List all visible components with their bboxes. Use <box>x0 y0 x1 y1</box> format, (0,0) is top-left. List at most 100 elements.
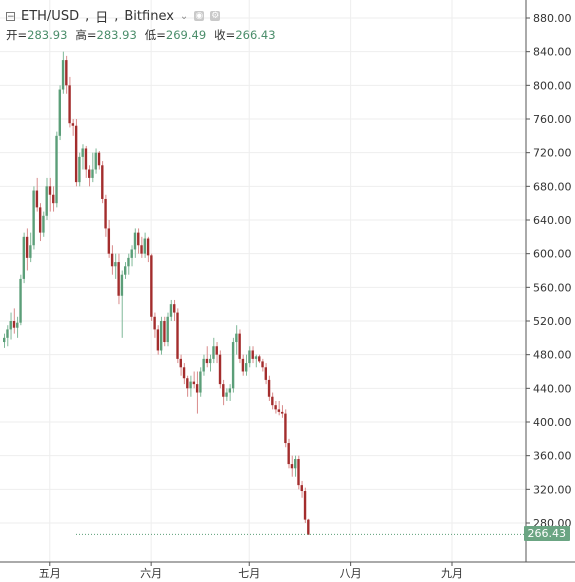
candle-body <box>101 165 104 199</box>
candle-body <box>65 60 68 86</box>
settings-icon[interactable]: ⚙ <box>210 11 221 21</box>
candle-body <box>6 329 9 338</box>
price-tick-label: 680.00 <box>533 180 572 193</box>
close-value: 266.43 <box>235 28 276 42</box>
candle-body <box>9 321 12 330</box>
close-label: 收= <box>214 28 236 42</box>
high-label: 高= <box>75 28 97 42</box>
price-tick-label: 440.00 <box>533 382 572 395</box>
hide-icon[interactable]: ◉ <box>194 11 205 21</box>
candle-body <box>209 358 212 364</box>
candle-body <box>225 392 228 397</box>
candle-body <box>48 186 52 195</box>
candle-body <box>127 257 130 267</box>
candle-body <box>192 381 196 385</box>
exchange-label[interactable]: Bitfinex <box>124 8 174 24</box>
candle-body <box>173 304 176 313</box>
candle-body <box>303 491 307 520</box>
candle-body <box>248 350 251 364</box>
candle-body <box>123 266 127 275</box>
candle-body <box>176 312 179 359</box>
candle-body <box>68 85 71 124</box>
price-tick-label: 520.00 <box>533 315 572 328</box>
candle-body <box>38 207 42 233</box>
price-tick-label: 400.00 <box>533 416 572 429</box>
price-tick-label: 880.00 <box>533 12 572 25</box>
candle-body <box>137 232 140 246</box>
candle-body <box>222 384 225 397</box>
candle-body <box>238 333 241 359</box>
candle-body <box>235 333 238 343</box>
candle-body <box>143 238 147 254</box>
price-tick-label: 640.00 <box>533 214 572 227</box>
candle-body <box>25 236 29 258</box>
candle-body <box>22 236 26 279</box>
price-tick-label: 800.00 <box>533 79 572 92</box>
candle-body <box>110 253 114 267</box>
price-tick-label: 560.00 <box>533 281 572 294</box>
candle-body <box>133 232 137 250</box>
candle-body <box>179 358 182 368</box>
price-tick-label: 600.00 <box>533 248 572 261</box>
candle-body <box>146 238 150 256</box>
candle-body <box>74 125 78 183</box>
candle-body <box>16 322 19 328</box>
grid-lines <box>0 0 526 562</box>
candle-body <box>61 60 65 90</box>
candle-body <box>84 148 88 170</box>
candles <box>3 51 310 535</box>
candle-body <box>81 148 84 157</box>
candle-body <box>150 255 153 317</box>
candle-body <box>182 367 186 379</box>
price-tick-label: 320.00 <box>533 483 572 496</box>
time-tick-label: 九月 <box>441 567 463 580</box>
time-axis[interactable]: 五月 六月 七月 八月 九月 <box>0 561 575 580</box>
candle-body <box>186 378 189 389</box>
candle-body <box>19 278 22 323</box>
candle-body <box>52 194 55 204</box>
candle-body <box>153 316 156 330</box>
collapse-icon[interactable]: − <box>6 11 15 22</box>
price-tick-label: 760.00 <box>533 113 572 126</box>
candle-body <box>199 371 202 393</box>
candle-body <box>97 152 101 166</box>
interval-label[interactable]: 日 <box>95 10 109 26</box>
candle-body <box>88 169 91 178</box>
candle-body <box>12 321 16 328</box>
candle-body <box>117 262 120 296</box>
candle-body <box>254 356 258 359</box>
candle-body <box>156 329 160 351</box>
price-tick-label: 840.00 <box>533 46 572 59</box>
candle-body <box>78 156 81 183</box>
open-label: 开= <box>6 28 28 42</box>
chevron-down-icon[interactable]: ⌄ <box>179 10 189 22</box>
candle-body <box>58 89 61 136</box>
candle-body <box>114 262 117 267</box>
candle-body <box>251 350 254 359</box>
candle-body <box>205 358 209 364</box>
time-tick-label: 五月 <box>39 567 61 580</box>
candle-body <box>290 464 294 469</box>
candle-body <box>271 396 274 406</box>
candle-body <box>120 274 124 296</box>
candle-body <box>32 190 35 246</box>
candle-body <box>202 358 205 372</box>
candle-body <box>166 316 169 343</box>
chart-legend: − ETH/USD, 日, Bitfinex ⌄ ◉ ⚙ 开=283.93 高=… <box>6 8 276 42</box>
time-tick-label: 七月 <box>238 567 260 580</box>
symbol-label[interactable]: ETH/USD <box>21 8 80 24</box>
time-tick-label: 八月 <box>340 567 362 580</box>
candle-body <box>212 346 215 359</box>
candle-body <box>104 198 107 229</box>
candle-body <box>231 342 235 389</box>
candle-body <box>261 361 264 368</box>
price-axis[interactable]: 280.00320.00360.00400.00440.00480.00520.… <box>525 0 572 562</box>
candle-body <box>55 135 58 204</box>
candle-body <box>300 485 303 492</box>
candle-body <box>307 519 310 535</box>
price-tick-label: 360.00 <box>533 450 572 463</box>
candle-body <box>215 346 218 355</box>
candle-body <box>42 215 45 233</box>
candle-body <box>107 228 111 254</box>
